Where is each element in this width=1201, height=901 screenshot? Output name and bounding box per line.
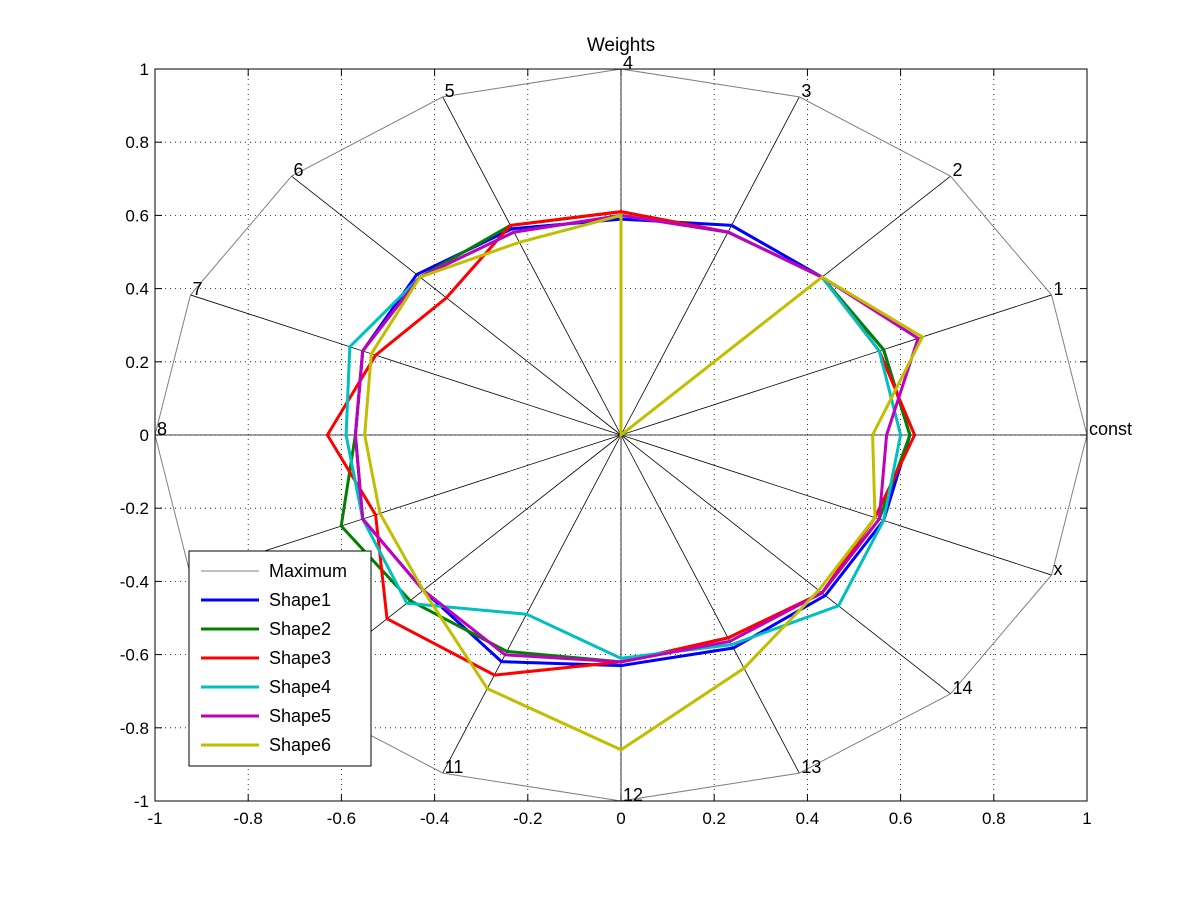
series-line-shape1 — [353, 217, 912, 668]
x-tick-label: 0.2 — [702, 809, 726, 828]
y-tick-label: -1 — [134, 792, 149, 811]
x-tick-label: -0.4 — [420, 809, 449, 828]
spoke-line — [620, 96, 800, 436]
legend-label: Shape5 — [269, 706, 331, 726]
legend-label: Shape6 — [269, 735, 331, 755]
spoke-line — [620, 434, 1052, 576]
x-tick-label: 0.4 — [796, 809, 820, 828]
x-tick-label: -0.8 — [234, 809, 263, 828]
spoke-line — [620, 294, 1052, 436]
spoke-label: 8 — [157, 419, 167, 439]
y-tick-label: -0.4 — [120, 572, 149, 591]
y-tick-label: 0.6 — [125, 206, 149, 225]
x-tick-label: 0.6 — [889, 809, 913, 828]
spoke-label: 13 — [801, 757, 821, 777]
spoke-label: 1 — [1054, 279, 1064, 299]
spoke-label: 3 — [801, 81, 811, 101]
legend-label: Shape1 — [269, 590, 331, 610]
x-tick-label: 0.8 — [982, 809, 1006, 828]
y-tick-label: 0.4 — [125, 280, 149, 299]
spoke-label: 4 — [623, 53, 633, 73]
y-tick-label: -0.8 — [120, 719, 149, 738]
chart-title: Weights — [587, 35, 655, 56]
x-tick-label: 1 — [1082, 809, 1091, 828]
spoke-label: 2 — [953, 160, 963, 180]
legend-label: Shape4 — [269, 677, 331, 697]
legend-label: Maximum — [269, 561, 347, 581]
tick-layer: -1 -0.8 -0.6 -0.4 -0.2 0 0.2 0.4 0.6 0.8 1 -1 -0.8 -0… — [120, 60, 1092, 828]
y-tick-label: -0.6 — [120, 646, 149, 665]
y-tick-label: 0.8 — [125, 133, 149, 152]
spoke-label: 6 — [293, 160, 303, 180]
spoke-line — [620, 434, 951, 695]
series-line-shape6 — [363, 213, 925, 752]
spoke-label: const — [1089, 419, 1132, 439]
y-tick-label: 0.2 — [125, 353, 149, 372]
x-tick-label: 0 — [616, 809, 625, 828]
series-line-shape5 — [353, 213, 920, 664]
spoke-line — [190, 294, 622, 436]
legend-label: Shape2 — [269, 619, 331, 639]
spoke-label: 12 — [623, 785, 643, 805]
y-tick-label: 1 — [140, 60, 149, 79]
spoke-label: x — [1054, 559, 1063, 579]
spoke-label: 14 — [953, 678, 973, 698]
spoke-line — [442, 434, 622, 774]
legend-label: Shape3 — [269, 648, 331, 668]
x-tick-label: -1 — [147, 809, 162, 828]
spoke-label: 5 — [445, 81, 455, 101]
series-layer — [154, 68, 1088, 802]
spoke-label: 11 — [445, 757, 464, 777]
y-tick-label: -0.2 — [120, 499, 149, 518]
spoke-line — [442, 96, 622, 436]
y-tick-label: 0 — [140, 426, 149, 445]
x-tick-label: -0.2 — [513, 809, 542, 828]
x-tick-label: -0.6 — [327, 809, 356, 828]
spoke-line — [620, 434, 800, 774]
spoke-line — [291, 175, 622, 436]
spoke-label: 7 — [192, 279, 202, 299]
legend: Maximum Shape1 Shape2 Shape3 Shape4 Shape5 Sha… — [188, 550, 372, 767]
